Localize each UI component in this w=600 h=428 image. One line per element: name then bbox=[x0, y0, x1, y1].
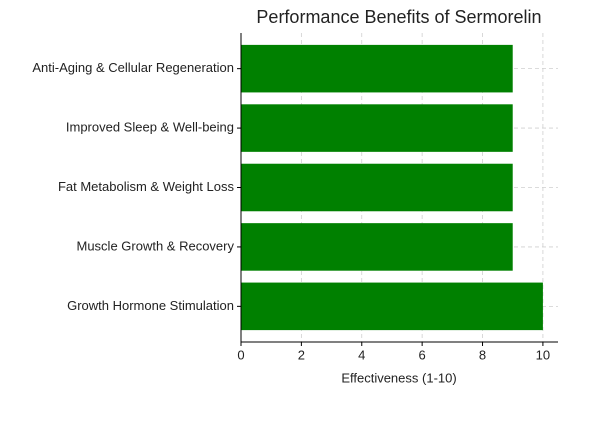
x-tick-label: 0 bbox=[237, 347, 244, 362]
x-tick-label: 2 bbox=[298, 347, 305, 362]
x-axis-label: Effectiveness (1-10) bbox=[341, 370, 456, 385]
bar bbox=[241, 104, 513, 152]
bar bbox=[241, 163, 513, 212]
x-tick-label: 10 bbox=[536, 347, 550, 362]
x-tick-label: 8 bbox=[479, 347, 486, 362]
bar bbox=[241, 44, 513, 93]
y-tick-label: Improved Sleep & Well-being bbox=[66, 120, 234, 135]
bar bbox=[241, 282, 543, 331]
y-tick-label: Growth Hormone Stimulation bbox=[67, 298, 234, 313]
y-tick-label: Muscle Growth & Recovery bbox=[77, 238, 235, 253]
y-tick-label: Fat Metabolism & Weight Loss bbox=[58, 179, 235, 194]
x-tick-label: 6 bbox=[419, 347, 426, 362]
y-tick-label: Anti-Aging & Cellular Regeneration bbox=[32, 60, 234, 75]
bar bbox=[241, 223, 513, 271]
chart-title: Performance Benefits of Sermorelin bbox=[256, 7, 541, 27]
x-tick-label: 4 bbox=[358, 347, 365, 362]
